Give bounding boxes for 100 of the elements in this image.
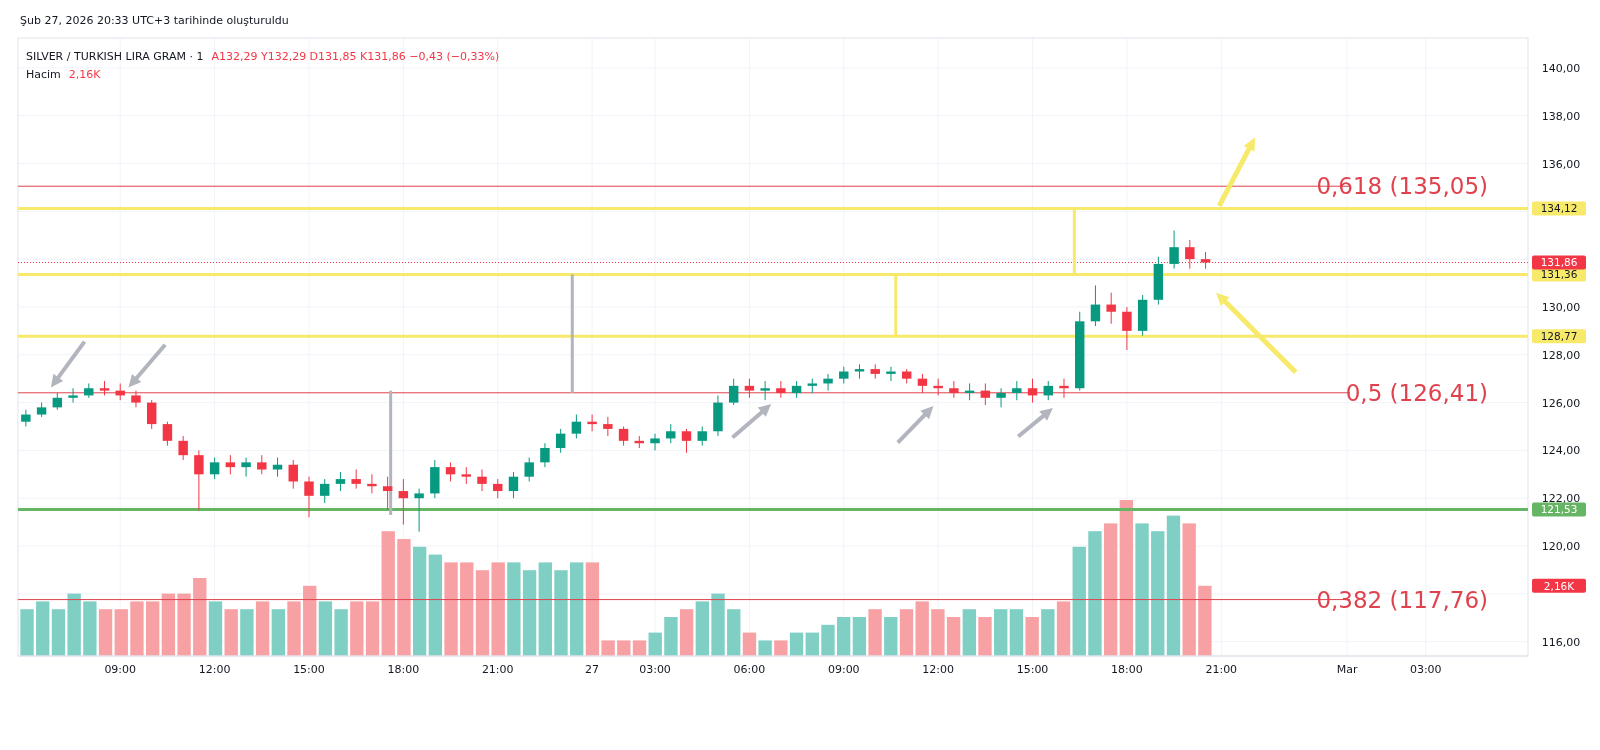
- y-tick-label: 136,00: [1541, 157, 1581, 171]
- bar: [711, 593, 725, 656]
- bar: [585, 562, 600, 656]
- x-tick-label: 12:00: [198, 663, 231, 676]
- bar: [1009, 609, 1024, 656]
- candlestick: [21, 409, 31, 427]
- x-tick-label: 21:00: [481, 663, 514, 676]
- bar: [303, 585, 317, 656]
- bar: [852, 617, 867, 656]
- candlestick: [508, 471, 519, 499]
- x-tick-label: 12:00: [922, 663, 955, 676]
- candlestick: [178, 435, 188, 461]
- bar: [507, 562, 521, 656]
- bar: [695, 601, 709, 656]
- bar: [994, 609, 1008, 656]
- candlestick: [1090, 284, 1101, 327]
- y-tick-label: 116,00: [1541, 635, 1581, 649]
- candlestick: [304, 476, 314, 518]
- bar: [381, 531, 395, 656]
- x-tick-label: 27: [585, 663, 600, 676]
- candlestick: [445, 461, 456, 482]
- bar: [868, 609, 882, 656]
- bar: [742, 632, 757, 656]
- bar: [899, 609, 914, 656]
- candlestick: [194, 449, 204, 511]
- y-tick-label: 122,00: [1541, 492, 1581, 506]
- bar: [114, 609, 128, 656]
- candlestick: [335, 471, 346, 492]
- bar: [884, 617, 898, 656]
- bar: [130, 601, 144, 656]
- bar: [601, 640, 615, 656]
- candlestick: [650, 433, 660, 451]
- bar: [538, 562, 552, 656]
- bar: [1025, 617, 1039, 656]
- candlestick: [744, 378, 755, 399]
- bar: [1198, 585, 1212, 656]
- bar: [554, 570, 568, 656]
- candlestick: [320, 478, 330, 504]
- bar: [318, 601, 333, 656]
- bar: [350, 601, 364, 656]
- bar: [915, 601, 929, 656]
- y-tick-label: 120,00: [1541, 540, 1581, 554]
- bar: [679, 609, 694, 656]
- candlestick: [1012, 380, 1022, 401]
- bar: [397, 539, 411, 656]
- candlestick: [524, 457, 534, 482]
- candlestick: [1027, 378, 1038, 404]
- candlestick: [555, 428, 566, 454]
- candlestick: [996, 387, 1006, 408]
- bar: [460, 562, 474, 656]
- text: SILVER / TURKISH LIRA GRAM · 1: [26, 50, 204, 63]
- candlestick: [382, 476, 393, 511]
- x-tick-label: 15:00: [293, 663, 325, 676]
- candlestick: [949, 380, 959, 399]
- candlestick: [571, 414, 582, 439]
- text: A132,29 Y132,29 D131,85 K131,86 −0,43 (−0,33%): [211, 50, 500, 63]
- y-tick-label: 140,00: [1541, 61, 1581, 75]
- x-tick-label: 03:00: [1409, 663, 1442, 676]
- x-tick-label: 06:00: [733, 663, 766, 676]
- candlestick: [917, 373, 928, 394]
- text: 2,16K: [68, 68, 101, 81]
- ref-line-label: 121,53: [1540, 503, 1578, 516]
- candlestick: [1043, 380, 1053, 401]
- bar: [1166, 515, 1181, 656]
- candlestick: [697, 425, 707, 447]
- x-tick-label: 15:00: [1016, 663, 1049, 676]
- bar: [177, 593, 191, 656]
- candlestick: [414, 488, 424, 533]
- bar: [1041, 609, 1055, 656]
- x-tick-label: 09:00: [827, 663, 860, 676]
- bar: [1182, 523, 1196, 656]
- bar: [1072, 546, 1086, 656]
- candlestick: [681, 428, 692, 454]
- bar: [67, 593, 81, 656]
- ref-line-label: 131,86: [1540, 256, 1578, 269]
- bar: [444, 562, 458, 656]
- bar: [664, 617, 678, 656]
- x-tick-label: Mar: [1336, 663, 1358, 676]
- bar: [36, 601, 50, 656]
- bar: [334, 609, 348, 656]
- candlestick: [776, 380, 786, 399]
- x-tick-label: 18:00: [387, 663, 420, 676]
- x-tick-label: 09:00: [104, 663, 137, 676]
- candlestick: [477, 469, 487, 492]
- bar: [1056, 601, 1071, 656]
- bar: [145, 601, 160, 656]
- candlestick: [493, 478, 503, 499]
- candlestick: [225, 454, 236, 475]
- bar: [193, 578, 207, 656]
- candlestick: [162, 421, 173, 447]
- bar: [962, 609, 976, 656]
- candlestick: [728, 378, 739, 406]
- bar: [1119, 500, 1134, 656]
- candlestick: [980, 382, 991, 406]
- y-tick-label: 124,00: [1541, 444, 1581, 458]
- bar: [805, 632, 819, 656]
- bar: [412, 546, 427, 656]
- candlestick: [540, 442, 550, 468]
- bar: [20, 609, 34, 656]
- bar: [789, 632, 804, 656]
